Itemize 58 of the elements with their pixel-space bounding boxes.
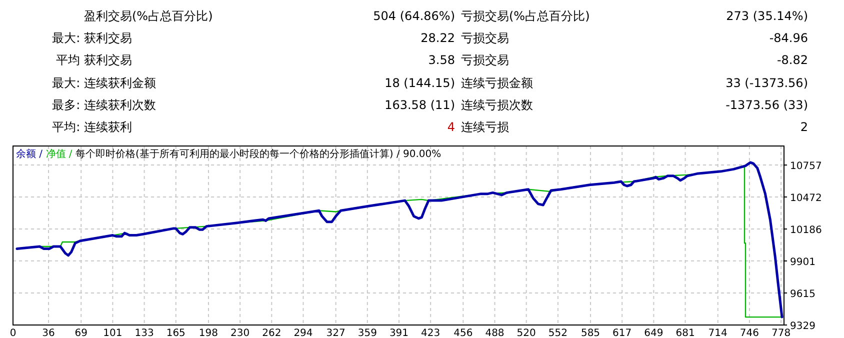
text: 33 (-1373.56) [726,76,808,90]
text: 亏损交易(%占总百分比) [461,9,590,23]
text: 平均: 连续获利 [52,120,132,134]
x-tick-label: 552 [548,328,568,338]
x-tick-label: 0 [10,328,16,338]
text: 连续亏损次数 [461,98,533,112]
text: 163.58 (11) [384,98,455,112]
x-tick-label: 198 [198,328,218,338]
y-tick-label: 9901 [790,256,816,268]
text: 连续亏损 [461,120,509,134]
text: 亏损交易 [461,31,509,45]
x-tick-label: 714 [708,328,728,338]
text: 最多: 连续获利次数 [52,98,156,112]
text: -1373.56 (33) [726,98,808,112]
x-tick-label: 746 [740,328,759,338]
y-tick-label: 10757 [790,161,822,172]
x-tick-label: 423 [421,328,440,338]
x-tick-label: 230 [230,328,250,338]
text: 最大: 获利交易 [52,31,132,45]
x-tick-label: 585 [580,328,600,338]
x-tick-label: 327 [326,328,346,338]
x-tick-label: 681 [676,328,695,338]
text: 最大: 连续获利金额 [52,76,156,90]
text: 亏损交易 [461,53,509,67]
x-tick-label: 778 [771,328,791,338]
x-tick-label: 456 [454,328,473,338]
text: 余额 / [16,148,44,160]
text: 4 [447,120,455,134]
text: 504 (64.86%) [373,9,455,23]
x-tick-label: 101 [103,328,122,338]
text: 盈利交易(%占总百分比) [84,9,213,23]
x-tick-label: 294 [294,328,313,338]
y-tick-label: 10186 [790,225,822,236]
text: 净值 / [46,148,73,160]
x-tick-label: 391 [389,328,409,338]
y-tick-label: 10472 [790,192,822,204]
text: -84.96 [769,31,808,45]
text: 2 [800,120,808,134]
x-tick-label: 359 [358,328,377,338]
x-tick-label: 165 [166,328,186,338]
text: -8.82 [776,53,808,67]
x-tick-label: 649 [644,328,664,338]
x-tick-label: 262 [262,328,282,338]
text: 平均 获利交易 [56,53,132,67]
y-tick-label: 9615 [790,288,816,300]
text: 连续亏损金额 [461,76,533,90]
x-tick-label: 36 [42,328,55,338]
text: 3.58 [428,53,455,67]
x-tick-label: 520 [516,328,536,338]
text: 18 (144.15) [384,76,455,90]
text: 28.22 [420,31,455,45]
y-tick-label: 9329 [790,321,816,332]
x-tick-label: 69 [74,328,88,338]
x-tick-label: 617 [612,328,632,338]
x-tick-label: 133 [134,328,154,338]
x-tick-label: 488 [485,328,504,338]
text: 273 (35.14%) [726,9,808,23]
chart-title: 每个即时价格(基于所有可利用的最小时段的每一个价格的分形插值计算) / 90.00% [76,148,442,160]
